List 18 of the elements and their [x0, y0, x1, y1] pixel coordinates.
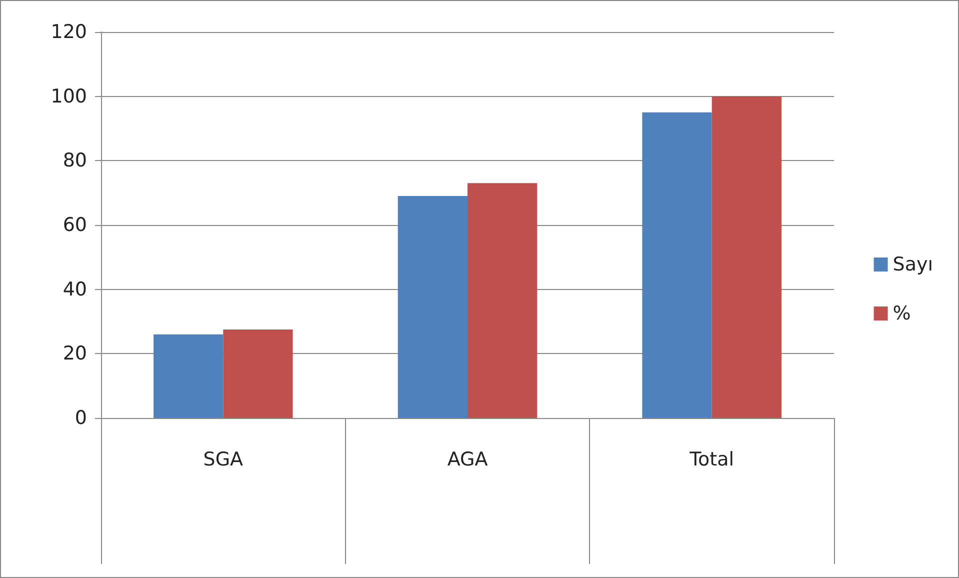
- bar: [642, 112, 712, 418]
- x-tick-label: Total: [688, 448, 734, 470]
- bar: [154, 334, 224, 418]
- y-tick-label: 40: [62, 278, 87, 300]
- y-tick-label: 100: [50, 85, 87, 108]
- y-tick-label: 120: [50, 21, 87, 43]
- bar: [712, 96, 782, 418]
- y-tick-label: 0: [74, 407, 87, 429]
- x-tick-label: AGA: [447, 448, 488, 470]
- legend-label: Sayı: [892, 254, 934, 276]
- legend-label: %: [892, 302, 911, 324]
- y-tick-label: 60: [62, 214, 87, 236]
- bar: [223, 330, 293, 418]
- y-tick-label: 80: [62, 150, 87, 172]
- bar: [468, 183, 538, 418]
- y-tick-label: 20: [62, 342, 87, 365]
- bar: [398, 196, 468, 418]
- x-tick-label: SGA: [203, 448, 244, 470]
